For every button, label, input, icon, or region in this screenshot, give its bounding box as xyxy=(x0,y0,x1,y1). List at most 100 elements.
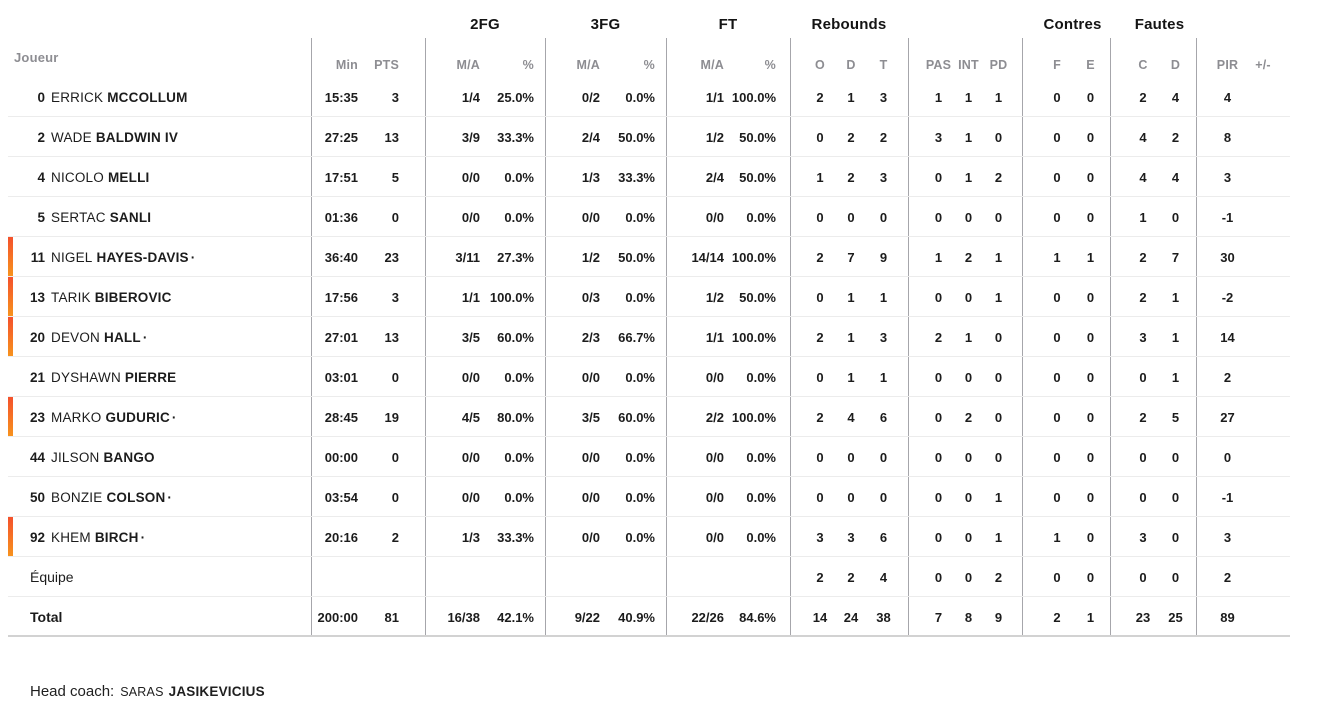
player-row[interactable]: 21 DYSHAWN PIERRE 03:01 0 0/0 0.0% 0/0 0.0% 0/0 0.… xyxy=(0,357,1318,397)
stat-plusminus xyxy=(1248,77,1290,117)
stat-fg3pct: 40.9% xyxy=(618,609,655,625)
starter-indicator xyxy=(8,277,13,317)
stat-fg2pct: 60.0% xyxy=(497,329,534,345)
stat-pas: 0 xyxy=(908,397,954,437)
row-spacer xyxy=(1290,317,1318,357)
player-row[interactable]: 44 JILSON BANGO 00:00 0 0/0 0.0% 0/0 0.0% 0/0 0.0%… xyxy=(0,437,1318,477)
row-spacer xyxy=(1290,277,1318,317)
player-last-name: BALDWIN IV xyxy=(95,129,179,145)
stat-t: 3 xyxy=(879,329,888,345)
stat-d: 1 xyxy=(847,89,855,105)
player-last-name: PIERRE xyxy=(124,369,177,385)
stat-ftpct xyxy=(743,557,790,597)
stat-o: 3 xyxy=(790,517,835,557)
stat-e: 0 xyxy=(1086,409,1095,425)
player-row[interactable]: 2 WADE BALDWIN IV 27:25 13 3/9 33.3% 2/4 50.0% 1/… xyxy=(0,117,1318,157)
stat-fg3pct: 0.0% xyxy=(625,89,655,105)
jersey-number: 44 xyxy=(29,449,45,465)
stat-pts: 3 xyxy=(391,289,399,305)
column-header-pd: PD xyxy=(989,58,1008,72)
row-spacer xyxy=(1290,517,1318,557)
stat-min: 15:35 xyxy=(311,77,367,117)
stat-fg2ma: 1/3 xyxy=(425,517,501,557)
stat-min: 200:00 xyxy=(311,597,367,637)
stat-o: 0 xyxy=(790,277,835,317)
player-row[interactable]: 0 ERRICK MCCOLLUM 15:35 3 1/4 25.0% 0/2 0.0% 1/1 1… xyxy=(0,77,1318,117)
stat-pd: 1 xyxy=(994,489,1003,505)
stat-t: 3 xyxy=(879,169,888,185)
stat-pd: 0 xyxy=(994,129,1003,145)
player-first-name: KHEM xyxy=(51,529,91,545)
stat-o: 14 xyxy=(790,597,835,637)
stat-pts: 19 xyxy=(384,409,399,425)
column-header-reb-o: O xyxy=(790,38,835,77)
column-header-row: Joueur Min PTS M/A % M/A % M/A % O D T P… xyxy=(0,38,1318,77)
column-header-e: E xyxy=(1086,58,1095,72)
stat-f: 0 xyxy=(1022,557,1071,597)
stat-d2: 4 xyxy=(1171,89,1180,105)
stat-t: 1 xyxy=(879,289,888,305)
column-header-int: INT xyxy=(958,58,979,72)
stat-e: 1 xyxy=(1086,249,1095,265)
stat-fg3pct: 50.0% xyxy=(618,249,655,265)
stat-pts: 2 xyxy=(391,529,399,545)
stat-plusminus xyxy=(1248,197,1290,237)
stat-int: 0 xyxy=(964,289,973,305)
stat-e: 0 xyxy=(1086,369,1095,385)
player-row[interactable]: 20 DEVON HALL · 27:01 13 3/5 60.0% 2/3 66.7% 1/1 10… xyxy=(0,317,1318,357)
stat-c: 0 xyxy=(1110,437,1161,477)
stat-pd: 0 xyxy=(994,209,1003,225)
player-row[interactable]: 23 MARKO GUDURIC · 28:45 19 4/5 80.0% 3/5 60.0% 2/… xyxy=(0,397,1318,437)
total-row: Total 200:00 81 16/38 42.1% 9/22 40.9% 22/26 84.… xyxy=(0,597,1318,637)
stat-pd: 1 xyxy=(994,249,1003,265)
stat-o: 1 xyxy=(790,157,835,197)
stat-pir: 14 xyxy=(1196,317,1248,357)
stat-pir: 3 xyxy=(1196,517,1248,557)
stat-fg2pct: 0.0% xyxy=(504,369,534,385)
stat-pts: 0 xyxy=(391,449,399,465)
column-header-3fg-pct: % xyxy=(643,58,655,72)
player-row[interactable]: 11 NIGEL HAYES-DAVIS · 36:40 23 3/11 27.3% 1/2 50… xyxy=(0,237,1318,277)
stat-plusminus xyxy=(1248,437,1290,477)
stat-o: 0 xyxy=(790,437,835,477)
player-first-name: BONZIE xyxy=(51,489,103,505)
stat-plusminus xyxy=(1248,277,1290,317)
stat-ftpct: 100.0% xyxy=(731,329,776,345)
group-header-ft: FT xyxy=(718,16,738,33)
stat-c: 1 xyxy=(1110,197,1161,237)
row-spacer xyxy=(1290,437,1318,477)
player-cell: 21 DYSHAWN PIERRE xyxy=(0,357,311,397)
player-first-name: DYSHAWN xyxy=(51,369,121,385)
stat-int: 0 xyxy=(964,529,973,545)
column-header-2fg-ma: M/A xyxy=(425,38,501,77)
stat-o: 2 xyxy=(790,77,835,117)
stat-d: 1 xyxy=(847,369,855,385)
stat-pts: 0 xyxy=(391,369,399,385)
stat-d: 1 xyxy=(847,289,855,305)
jersey-number: 20 xyxy=(29,329,45,345)
player-row[interactable]: 5 SERTAC SANLI 01:36 0 0/0 0.0% 0/0 0.0% 0/0 0.0% 0… xyxy=(0,197,1318,237)
team-row-label: Équipe xyxy=(30,569,74,585)
player-row[interactable]: 13 TARIK BIBEROVIC 17:56 3 1/1 100.0% 0/3 0.0% 1/… xyxy=(0,277,1318,317)
player-row[interactable]: 4 NICOLO MELLI 17:51 5 0/0 0.0% 1/3 33.3% 2/4 50.0… xyxy=(0,157,1318,197)
stat-ftma: 0/0 xyxy=(666,197,743,237)
stat-d: 2 xyxy=(847,169,855,185)
player-row[interactable]: 92 KHEM BIRCH · 20:16 2 1/3 33.3% 0/0 0.0% 0/0 0.0%… xyxy=(0,517,1318,557)
stat-ftpct: 0.0% xyxy=(746,449,776,465)
stat-ftpct: 100.0% xyxy=(731,89,776,105)
player-row[interactable]: 50 BONZIE COLSON · 03:54 0 0/0 0.0% 0/0 0.0% 0/0 0.… xyxy=(0,477,1318,517)
total-row-label: Total xyxy=(30,609,63,625)
player-cell: 4 NICOLO MELLI xyxy=(0,157,311,197)
stat-int: 0 xyxy=(964,569,973,585)
stat-d: 0 xyxy=(847,449,855,465)
stat-pts: 23 xyxy=(384,249,399,265)
player-last-name: HALL xyxy=(104,329,141,345)
stat-pas: 0 xyxy=(908,477,954,517)
stat-fg3ma: 0/2 xyxy=(545,77,621,117)
player-last-name: MCCOLLUM xyxy=(107,89,188,105)
stat-ftma xyxy=(666,557,743,597)
stat-f: 0 xyxy=(1022,477,1071,517)
stat-ftpct: 0.0% xyxy=(746,529,776,545)
stat-pd: 1 xyxy=(994,529,1003,545)
stat-ftma: 0/0 xyxy=(666,477,743,517)
